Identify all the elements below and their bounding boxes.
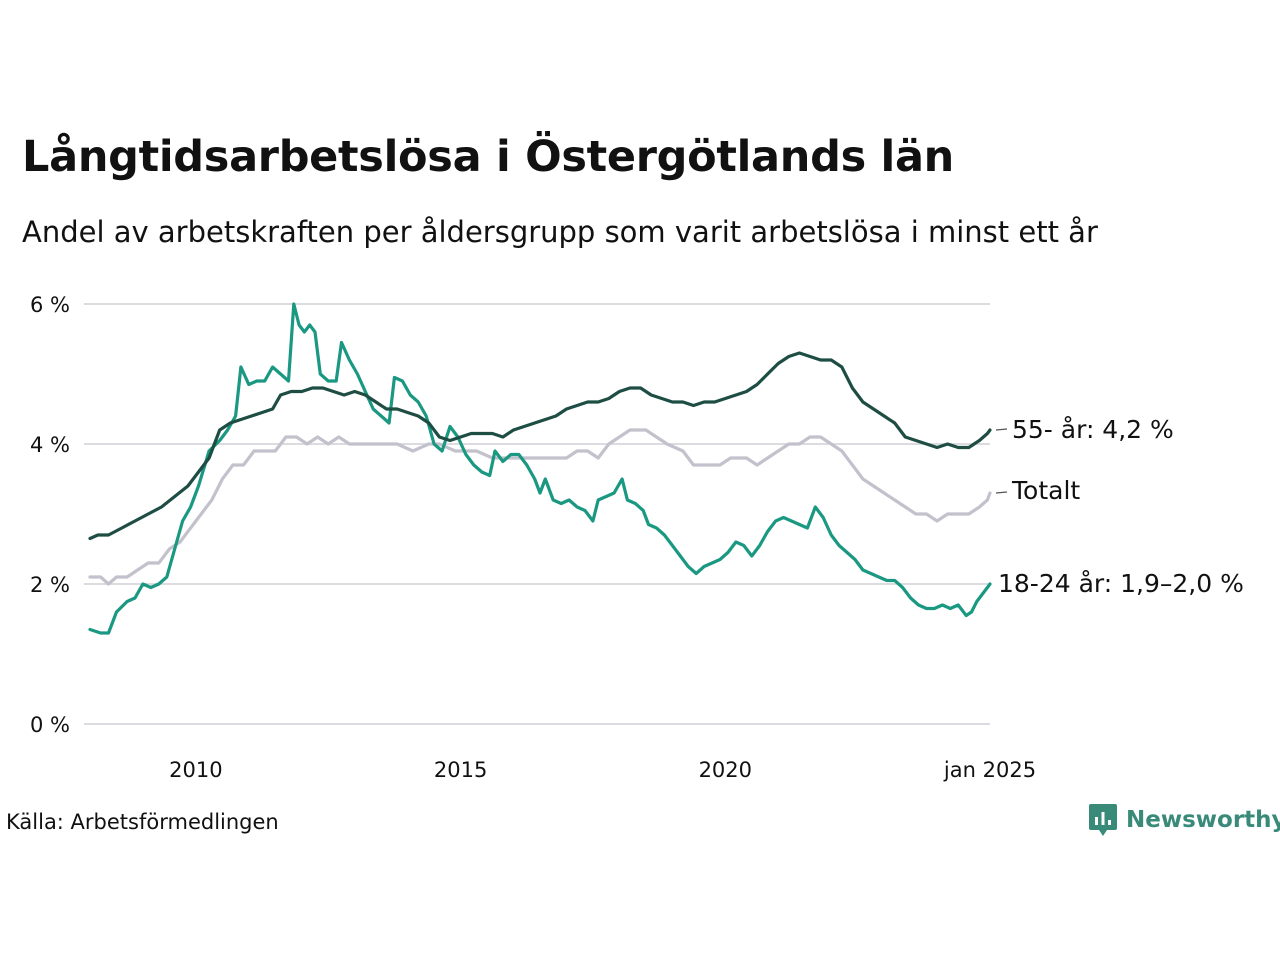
series-line xyxy=(88,428,992,586)
x-tick-label: jan 2025 xyxy=(943,758,1036,782)
series-line xyxy=(88,351,992,541)
chart-title: Långtidsarbetslösa i Östergötlands län xyxy=(22,132,954,182)
newsworthy-logo-icon xyxy=(1089,804,1117,836)
chart-subtitle: Andel av arbetskraften per åldersgrupp s… xyxy=(22,215,1098,249)
y-tick-label: 4 % xyxy=(30,433,70,457)
newsworthy-logo-text: Newsworthy xyxy=(1126,807,1280,833)
x-tick-label: 2010 xyxy=(169,758,222,782)
y-tick-label: 6 % xyxy=(30,293,70,317)
x-tick-label: 2020 xyxy=(699,758,752,782)
series-label-connector xyxy=(995,491,1008,494)
series-label-connector xyxy=(995,428,1008,431)
series-end-label: Totalt xyxy=(1011,476,1080,505)
y-tick-label: 2 % xyxy=(30,573,70,597)
y-tick-label: 0 % xyxy=(30,713,70,737)
series-end-label: 18-24 år: 1,9–2,0 % xyxy=(998,569,1244,598)
series-line xyxy=(88,302,992,635)
x-tick-label: 2015 xyxy=(434,758,487,782)
newsworthy-logo: Newsworthy xyxy=(1088,803,1280,837)
source-note: Källa: Arbetsförmedlingen xyxy=(6,810,279,834)
series-end-label: 55- år: 4,2 % xyxy=(1012,415,1174,444)
